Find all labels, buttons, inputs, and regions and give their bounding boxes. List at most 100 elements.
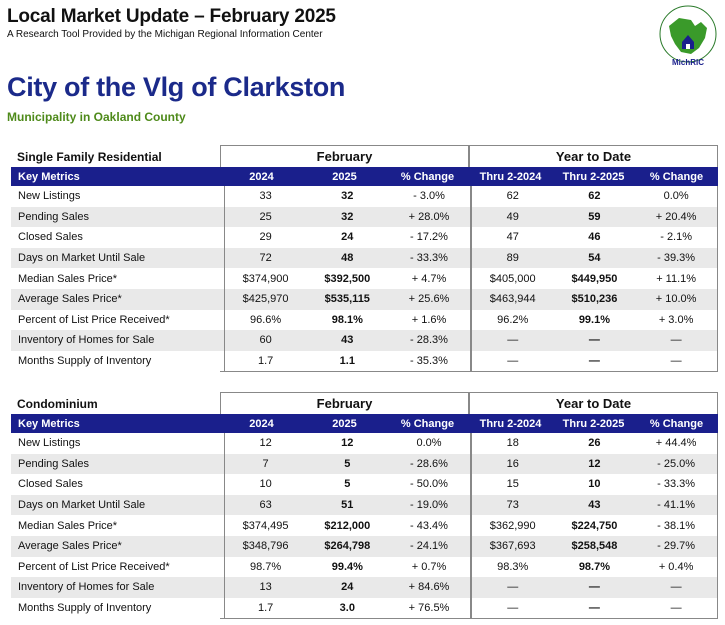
column-header: Thru 2-2025 — [562, 170, 625, 183]
metric-value: + 0.7% — [388, 556, 471, 578]
municipality-label: Municipality in Oakland County — [7, 110, 186, 124]
table-row: Inventory of Homes for Sale 13 24 + 84.6% — —… — [11, 577, 718, 598]
metric-value: — — [635, 350, 718, 372]
metric-label: Days on Market Until Sale — [18, 252, 146, 265]
metric-value: 0.0% — [635, 186, 718, 207]
metric-value: - 35.3% — [388, 350, 471, 372]
metric-value: 96.6% — [223, 309, 307, 331]
column-header: 2025 — [332, 417, 357, 430]
metric-value: 18 — [470, 433, 554, 454]
metric-value: 29 — [223, 227, 307, 248]
metric-value: 12 — [223, 433, 307, 454]
metric-value: - 17.2% — [388, 227, 471, 248]
metric-value: 62 — [470, 186, 554, 207]
metric-value: 1.7 — [223, 597, 307, 619]
metric-value: 1.1 — [339, 355, 355, 368]
metric-value: 43 — [588, 499, 601, 512]
metric-value: - 28.6% — [388, 453, 471, 475]
metric-value: 60 — [223, 330, 307, 351]
metric-value: + 3.0% — [635, 309, 718, 331]
metric-value: - 28.3% — [388, 330, 471, 351]
metric-value: 89 — [470, 247, 554, 269]
metric-value: 10 — [588, 478, 601, 491]
metric-value: 13 — [223, 577, 307, 598]
metric-value: - 25.0% — [635, 453, 718, 475]
table-row: Closed Sales 10 5 - 50.0% 15 10 - 33.3% — [11, 474, 718, 495]
table-border — [469, 618, 718, 620]
column-header: Thru 2-2024 — [479, 170, 542, 183]
metric-label: Closed Sales — [18, 231, 83, 244]
metric-value: - 19.0% — [388, 494, 471, 516]
metric-value: $212,000 — [324, 519, 371, 532]
table-row: Months Supply of Inventory 1.7 3.0 + 76.5% —… — [11, 597, 718, 619]
table-row: Percent of List Price Received* 98.7% 99.4… — [11, 556, 718, 578]
column-header: Thru 2-2024 — [479, 417, 542, 430]
metric-value: + 10.0% — [635, 288, 718, 310]
metric-value: $264,798 — [324, 540, 371, 553]
metric-value: 24 — [341, 231, 354, 244]
metric-value: 46 — [588, 231, 601, 244]
metric-value: 32 — [341, 210, 354, 223]
metric-value: 3.0 — [339, 602, 355, 615]
metric-value: $374,495 — [223, 515, 307, 536]
metric-value: — — [470, 597, 554, 619]
metric-value: + 25.6% — [388, 288, 471, 310]
table-border — [220, 371, 469, 373]
metric-value: $362,990 — [470, 515, 554, 536]
metric-value: — — [588, 355, 600, 368]
condominium-table: Condominium February Year to Date Key Metri… — [11, 392, 718, 620]
metric-value: $449,950 — [571, 272, 618, 285]
metric-label: Average Sales Price* — [18, 293, 122, 306]
metric-value: 5 — [344, 478, 351, 491]
metric-value: 73 — [470, 494, 554, 516]
metric-label: Percent of List Price Received* — [18, 313, 170, 326]
metric-value: 25 — [223, 206, 307, 228]
column-header-row: Key Metrics 2024 2025 % Change Thru 2-2024 Th… — [11, 414, 718, 433]
metric-label: Median Sales Price* — [18, 519, 118, 532]
table-row: Days on Market Until Sale 63 51 - 19.0% 73 43… — [11, 494, 718, 516]
column-header: % Change — [649, 170, 704, 183]
metric-value: - 50.0% — [388, 474, 471, 495]
metric-value: — — [635, 577, 718, 598]
metric-value: 49 — [470, 206, 554, 228]
metric-value: $463,944 — [470, 288, 554, 310]
table-row: Percent of List Price Received* 96.6% 98.1… — [11, 309, 718, 331]
column-header: Thru 2-2025 — [562, 417, 625, 430]
metric-value: 54 — [588, 252, 601, 265]
metric-value: - 38.1% — [635, 515, 718, 536]
metric-value: 47 — [470, 227, 554, 248]
metric-value: — — [588, 581, 600, 594]
metric-value: + 0.4% — [635, 556, 718, 578]
metric-value: $510,236 — [571, 293, 618, 306]
metric-value: - 33.3% — [388, 247, 471, 269]
metric-value: — — [588, 334, 600, 347]
metric-label: Inventory of Homes for Sale — [18, 334, 155, 347]
metric-value: - 3.0% — [388, 186, 471, 207]
table-row: Median Sales Price* $374,495 $212,000 - 43.… — [11, 515, 718, 536]
group-ytd-header: Year to Date — [469, 392, 718, 414]
table-row: New Listings 12 12 0.0% 18 26 + 44.4% — [11, 433, 718, 454]
metric-value: - 39.3% — [635, 247, 718, 269]
metric-value: — — [635, 330, 718, 351]
metric-value: $392,500 — [324, 272, 371, 285]
group-february-header: February — [220, 392, 469, 414]
metric-value: — — [470, 330, 554, 351]
metric-label: Median Sales Price* — [18, 272, 118, 285]
table-row: Average Sales Price* $348,796 $264,798 - 24… — [11, 535, 718, 557]
metric-value: + 20.4% — [635, 206, 718, 228]
metric-value: 7 — [223, 453, 307, 475]
metric-value: 16 — [470, 453, 554, 475]
column-header-row: Key Metrics 2024 2025 % Change Thru 2-2024 Th… — [11, 167, 718, 186]
metric-value: — — [470, 350, 554, 372]
report-title: Local Market Update – February 2025 — [7, 6, 336, 27]
column-header: Key Metrics — [18, 170, 80, 183]
metric-value: 43 — [341, 334, 354, 347]
metric-value: $374,900 — [223, 268, 307, 289]
group-ytd-header: Year to Date — [469, 145, 718, 167]
metric-value: 63 — [223, 494, 307, 516]
table-row: Median Sales Price* $374,900 $392,500 + 4.7… — [11, 268, 718, 289]
metric-label: Percent of List Price Received* — [18, 560, 170, 573]
section-label: Condominium — [17, 397, 98, 411]
metric-value: - 41.1% — [635, 494, 718, 516]
table-row: New Listings 33 32- 3.0% 62 62 0.0% — [11, 186, 718, 207]
